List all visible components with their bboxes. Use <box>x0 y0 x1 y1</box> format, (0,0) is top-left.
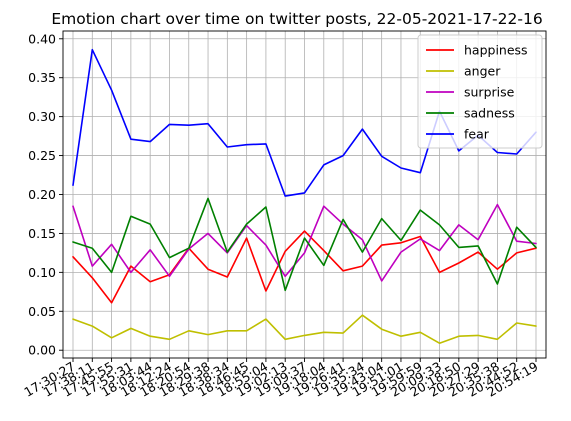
series-line-surprise <box>72 203 537 282</box>
legend-label-anger: anger <box>464 64 501 79</box>
y-tick-label: 0.40 <box>28 31 56 46</box>
series-line-anger <box>72 314 537 345</box>
legend-label-surprise: surprise <box>464 85 515 100</box>
legend: happiness anger surprise sadness fear <box>417 34 543 149</box>
legend-label-fear: fear <box>464 127 490 142</box>
y-tick-label: 0.00 <box>28 343 56 358</box>
grid <box>63 31 546 358</box>
y-tick-label: 0.10 <box>28 265 56 280</box>
series-line-sadness <box>72 197 537 292</box>
series-lines <box>72 48 537 345</box>
y-tick-label: 0.05 <box>28 304 56 319</box>
y-axis: 0.00 0.05 0.10 0.15 0.20 0.25 0.30 0.35 0.40 <box>28 31 63 358</box>
legend-box <box>417 34 543 149</box>
y-tick-label: 0.30 <box>28 109 56 124</box>
series-line-fear <box>72 48 537 197</box>
y-tick-label: 0.20 <box>28 187 56 202</box>
x-axis: 17:30:2717:38:1117:45:5517:55:3118:03:44… <box>21 358 541 400</box>
legend-label-happiness: happiness <box>464 43 528 58</box>
series-line-happiness <box>72 230 537 304</box>
legend-label-sadness: sadness <box>464 106 515 121</box>
y-tick-label: 0.25 <box>28 148 56 163</box>
y-tick-label: 0.35 <box>28 70 56 85</box>
chart-title: Emotion chart over time on twitter posts… <box>51 10 542 28</box>
y-tick-label: 0.15 <box>28 226 56 241</box>
